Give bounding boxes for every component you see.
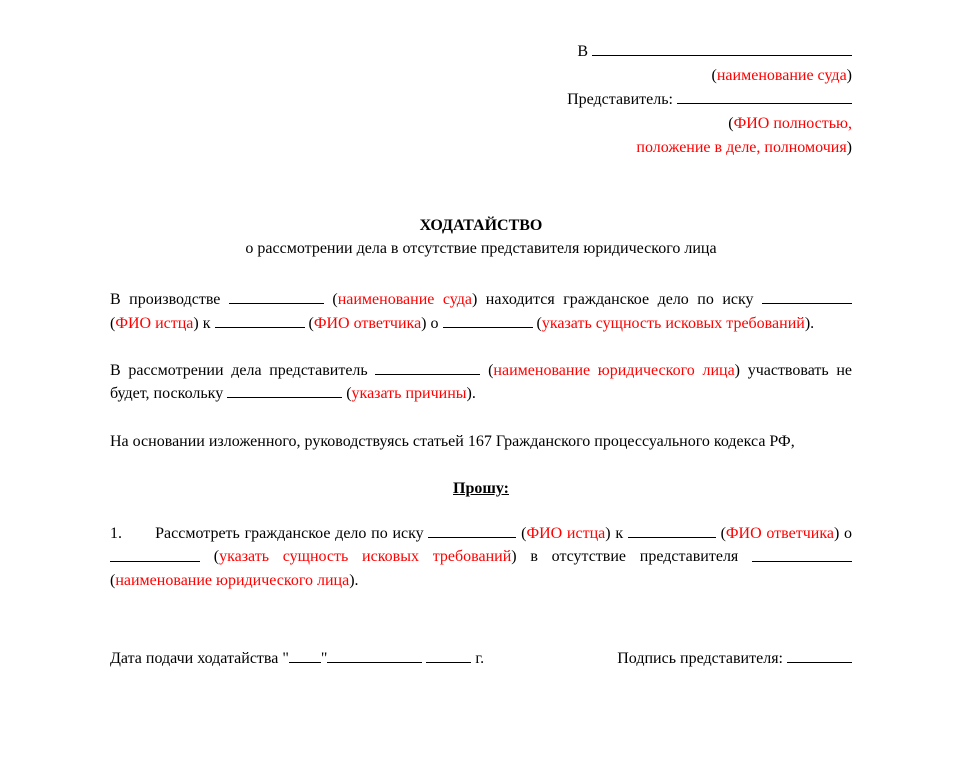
blank-month [327,647,422,663]
document-page: В (наименование суда) Представитель: (ФИ… [0,0,962,770]
r1-hint2: ФИО ответчика [726,525,834,542]
header-block: В (наименование суда) Представитель: (ФИ… [430,40,852,160]
date-label: Дата подачи ходатайства [110,650,278,667]
court-hint: наименование суда [717,67,847,84]
blank-p2-1 [375,359,480,375]
header-court-hint: (наименование суда) [430,64,852,88]
blank-p1-3 [215,312,305,328]
header-fio-hint: (ФИО полностью, [430,112,852,136]
representative-label: Представитель: [567,91,673,108]
r1-d: в отсутствие представителя [530,549,738,566]
p2-a: В рассмотрении дела представитель [110,362,368,379]
r1-b: к [615,525,623,542]
title-block: ХОДАТАЙСТВО о рассмотрении дела в отсутс… [110,215,852,260]
body-block: В производстве (наименование суда) наход… [110,288,852,592]
blank-court [592,40,852,56]
paragraph-3: На основании изложенного, руководствуясь… [110,430,852,453]
p1-a: В производстве [110,291,220,308]
position-hint: положение в деле, полномочия [636,139,846,156]
header-position-hint: положение в деле, полномочия) [430,136,852,160]
header-line-court: В [430,40,852,64]
request-item-1: 1. Рассмотреть гражданское дело по иску … [110,522,852,592]
blank-r1-2 [628,522,716,538]
signature-label: Подпись представителя: [617,650,783,667]
r1-hint3: указать сущность исковых требований [219,549,511,566]
title-main: ХОДАТАЙСТВО [110,215,852,237]
r1-hint1: ФИО истца [526,525,605,542]
blank-p2-2 [227,382,342,398]
blank-r1-1 [428,522,516,538]
r1-num: 1. [110,525,122,542]
year-suffix: г. [475,650,484,667]
p2-hint1: наименование юридического лица [493,362,734,379]
blank-signature [787,647,852,663]
paragraph-1: В производстве (наименование суда) наход… [110,288,852,335]
r1-c: о [844,525,852,542]
r1-a: Рассмотреть гражданское дело по иску [155,525,424,542]
p1-hint4: указать сущность исковых требований [542,315,805,332]
title-sub: о рассмотрении дела в отсутствие предста… [110,238,852,260]
blank-p1-4 [443,312,533,328]
p1-hint1: наименование суда [338,291,472,308]
p1-c: к [203,315,211,332]
blank-p1-2 [762,288,852,304]
blank-day [289,647,321,663]
blank-representative [677,88,852,104]
p1-hint2: ФИО истца [115,315,193,332]
date-block: Дата подачи ходатайства "" г. [110,647,484,668]
fio-hint: ФИО полностью, [734,115,852,132]
r1-hint4: наименование юридического лица [115,572,349,589]
blank-p1-1 [229,288,324,304]
to-prefix: В [577,43,588,60]
request-title: Прошу: [110,477,852,500]
signature-block: Подпись представителя: [617,647,852,668]
p2-hint2: указать причины [352,385,467,402]
blank-r1-3 [110,545,200,561]
header-rep-line: Представитель: [430,88,852,112]
footer-row: Дата подачи ходатайства "" г. Подпись пр… [110,647,852,668]
blank-r1-4 [752,545,852,561]
paragraph-2: В рассмотрении дела представитель (наиме… [110,359,852,406]
p1-hint3: ФИО ответчика [314,315,421,332]
blank-year [426,647,471,663]
p1-d: о [431,315,439,332]
p1-b: находится гражданское дело по иску [486,291,754,308]
